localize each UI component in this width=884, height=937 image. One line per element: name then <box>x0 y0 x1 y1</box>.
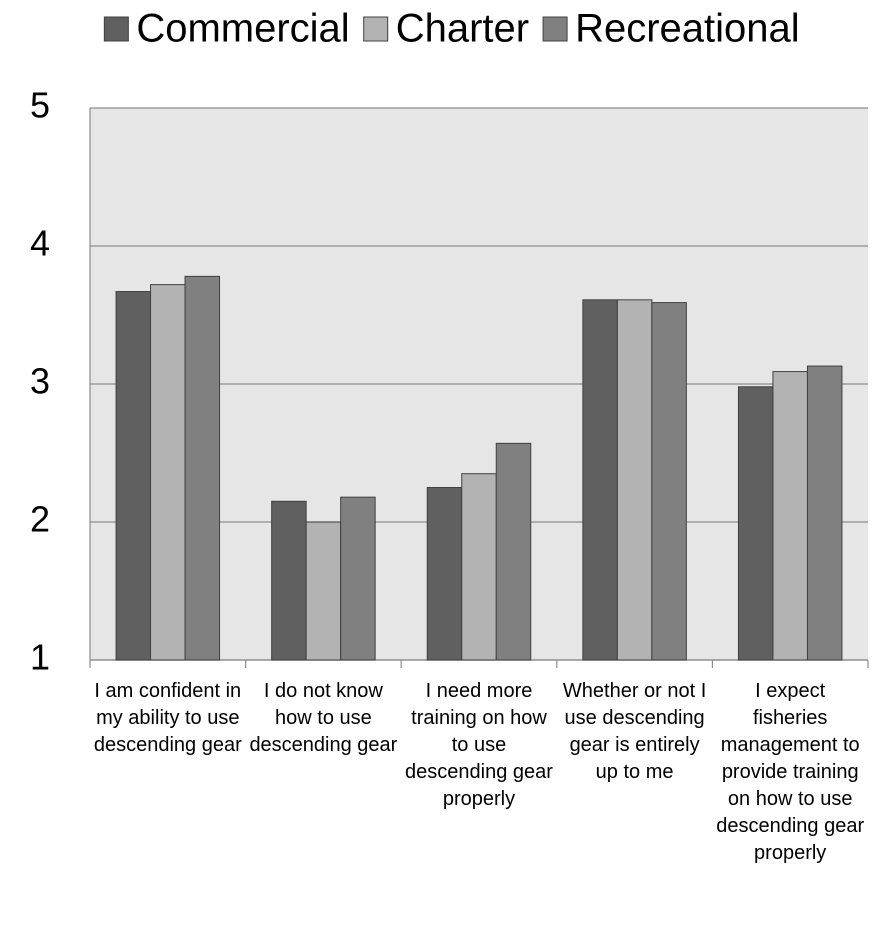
bar <box>340 496 376 661</box>
bar <box>737 386 774 661</box>
bar <box>115 291 152 661</box>
legend-label: Charter <box>396 7 529 51</box>
bar <box>582 299 618 661</box>
bar <box>461 473 497 661</box>
bar <box>772 371 808 661</box>
legend-swatch <box>363 16 389 42</box>
x-tick-label: I need more training on how to use desce… <box>405 680 553 810</box>
x-tick-label: I do not know how to use descending gear <box>249 680 398 756</box>
x-tick-label: I am confident in my ability to use desc… <box>93 680 242 756</box>
bar <box>305 521 342 661</box>
legend-swatch <box>542 16 568 42</box>
bar <box>806 365 843 661</box>
legend: Commercial Charter Recreational <box>103 7 800 51</box>
bar <box>426 487 463 661</box>
y-tick-label: 2 <box>30 499 50 540</box>
bar <box>616 299 653 661</box>
bar <box>651 302 687 661</box>
y-tick-label: 3 <box>30 361 50 402</box>
bar <box>495 442 532 661</box>
legend-swatch <box>103 16 129 42</box>
y-tick-label: 5 <box>30 85 50 126</box>
x-tick-label: Whether or not I use descending gear is … <box>562 680 707 783</box>
legend-label: Commercial <box>136 7 349 51</box>
legend-label: Recreational <box>575 7 800 51</box>
bar <box>271 500 307 661</box>
y-tick-label: 1 <box>30 637 50 678</box>
bar <box>150 284 186 661</box>
bar <box>184 275 221 661</box>
y-tick-label: 4 <box>30 223 50 264</box>
x-tick-label: I expect fisheries management to provide… <box>716 680 865 864</box>
